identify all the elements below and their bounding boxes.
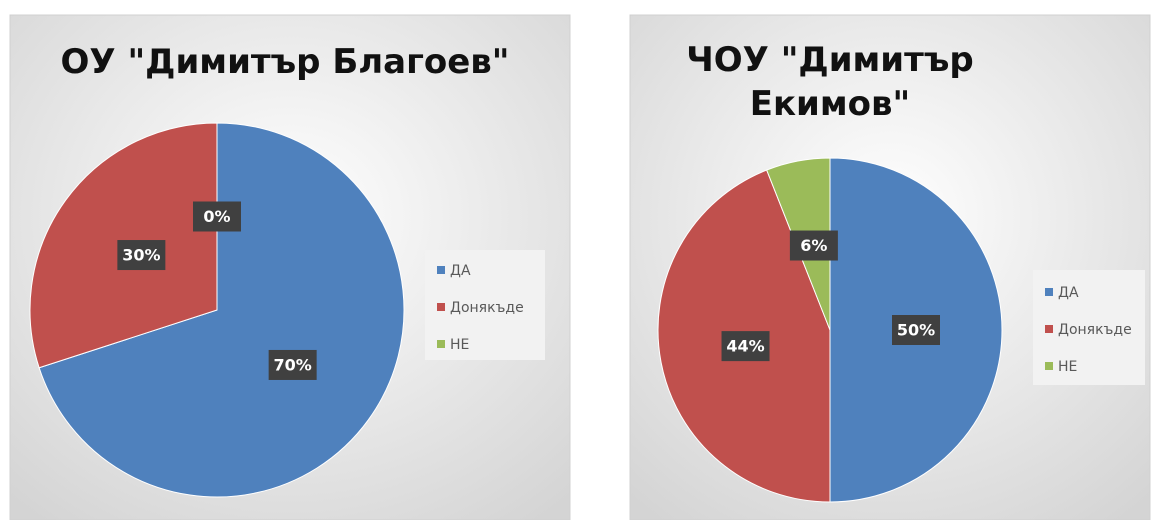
data-label-box xyxy=(268,349,317,380)
legend-label: Донякъде xyxy=(1058,322,1132,338)
data-label-box xyxy=(892,315,940,345)
legend-label: Донякъде xyxy=(450,300,524,316)
data-label: 44% xyxy=(726,337,764,356)
data-label-box xyxy=(789,230,838,261)
data-label-box xyxy=(193,201,241,232)
data-label: 0% xyxy=(203,207,230,226)
legend-label: НЕ xyxy=(1058,359,1077,375)
chart-title: ЧОУ "Димитър Екимов" xyxy=(686,40,974,124)
data-label: 50% xyxy=(897,321,935,340)
chart-title: ОУ "Димитър Благоев" xyxy=(60,42,510,82)
data-label: 30% xyxy=(122,246,160,265)
legend-swatch xyxy=(437,303,445,311)
data-label: 70% xyxy=(273,355,311,374)
legend-swatch xyxy=(437,340,445,348)
data-label-box xyxy=(721,331,770,362)
legend-swatch xyxy=(1045,362,1053,370)
legend-swatch xyxy=(1045,288,1053,296)
legend-label: ДА xyxy=(450,263,471,279)
legend-swatch xyxy=(1045,325,1053,333)
pie-slice xyxy=(38,122,405,498)
legend-label: ДА xyxy=(1058,285,1079,301)
data-label-box xyxy=(117,240,166,271)
data-label: 6% xyxy=(800,236,827,255)
legend-swatch xyxy=(437,266,445,274)
legend-label: НЕ xyxy=(450,337,469,353)
